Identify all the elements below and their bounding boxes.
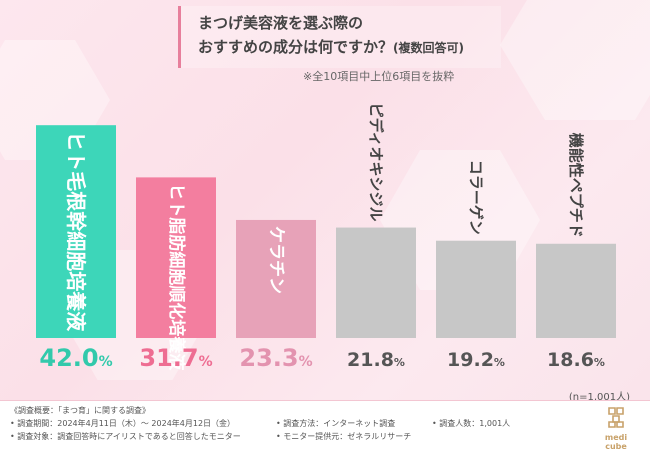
chart-title-main: おすすめの成分は何ですか？ — [198, 38, 394, 56]
category-label-6: 機能性ペプチド — [567, 133, 585, 238]
subset-note: ※全10項目中上位6項目を抜粋 — [303, 70, 455, 83]
category-label-3: ケラチン — [266, 226, 286, 294]
category-label-2: ヒト脂肪細胞順化培養液 — [166, 183, 187, 370]
bar-2 — [136, 177, 216, 338]
value-label-3: 23.3% — [239, 344, 312, 372]
survey-provider: • モニター提供元：ゼネラルリサーチ — [276, 432, 412, 441]
chart-title-line1: まつげ美容液を選ぶ際の — [198, 14, 364, 32]
brand-logo-text: medi cube — [604, 433, 628, 450]
category-label-5: コラーゲン — [467, 160, 485, 235]
title-box — [178, 6, 501, 68]
bar-6 — [536, 243, 616, 338]
brand-logo-icon — [608, 407, 624, 428]
survey-period: • 調査期間：2024年4月11日（木）～ 2024年4月12日（金） — [10, 419, 236, 428]
bar-5 — [436, 240, 516, 338]
category-label-4: ピディオキシジル — [367, 103, 385, 222]
value-label-6: 18.6% — [547, 349, 605, 371]
survey-footer — [0, 400, 650, 450]
chart-title-line2: おすすめの成分は何ですか？(複数回答可) — [198, 36, 464, 57]
survey-count: • 調査人数：1,001人 — [432, 419, 511, 428]
survey-target: • 調査対象：調査回答時にアイリストであると回答したモニター — [10, 432, 241, 441]
category-label-1: ヒト毛根幹細胞培養液 — [64, 131, 88, 332]
value-label-2: 31.7% — [139, 344, 212, 372]
bar-1 — [36, 125, 116, 338]
bar-4 — [336, 227, 416, 338]
survey-method: • 調査方法：インターネット調査 — [276, 419, 396, 428]
chart-title-note: (複数回答可) — [393, 41, 464, 55]
value-label-5: 19.2% — [447, 349, 505, 371]
bar-3 — [236, 219, 316, 338]
value-label-1: 42.0% — [39, 344, 112, 372]
sample-size: (n=1,001人) — [568, 392, 630, 403]
value-label-4: 21.8% — [347, 349, 405, 371]
survey-overview: 《調査概要：「まつ育」に関する調査》 — [10, 406, 150, 415]
brand-logo: medi cube — [596, 405, 636, 450]
